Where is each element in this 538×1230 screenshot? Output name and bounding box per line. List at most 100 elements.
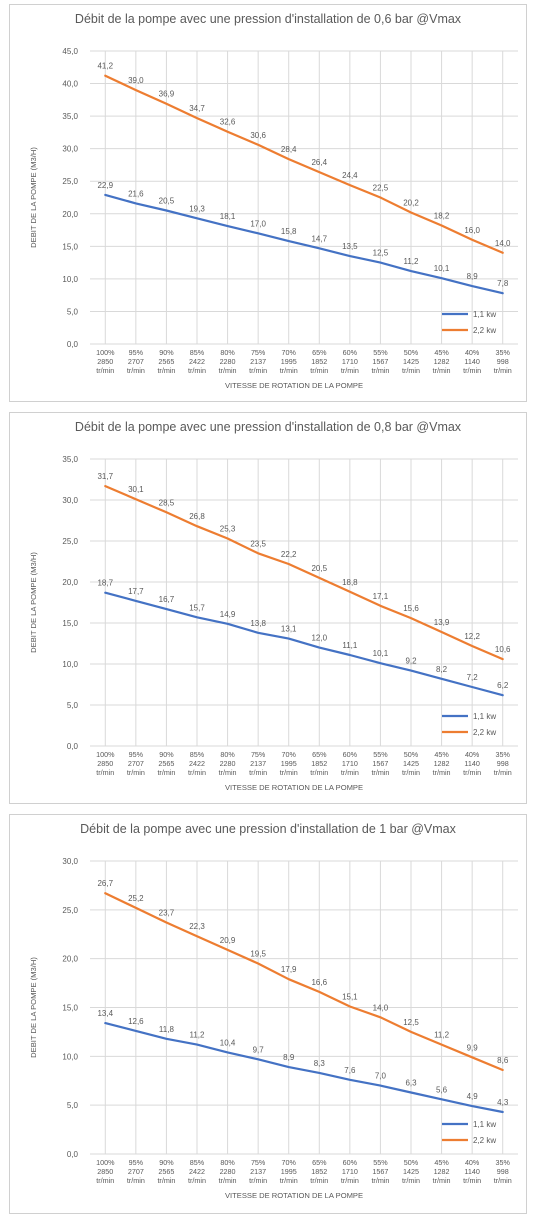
x-tick-label: 2565 [158, 1167, 174, 1176]
x-tick-label: 1282 [434, 357, 450, 366]
x-tick-label: tr/min [402, 768, 420, 777]
data-label: 30,6 [250, 131, 266, 140]
x-tick-label: 1425 [403, 1167, 419, 1176]
y-tick-label: 30,0 [62, 145, 78, 154]
x-tick-label: tr/min [433, 366, 451, 375]
legend-label-2: 2,2 kw [473, 326, 496, 335]
x-tick-label: tr/min [188, 1176, 206, 1185]
data-label: 30,1 [128, 485, 144, 494]
x-tick-label: tr/min [341, 1176, 359, 1185]
y-axis-title: DEBIT DE LA POMPE (M3/H) [29, 147, 38, 248]
x-tick-label: 90% [159, 750, 174, 759]
data-label: 22,3 [189, 922, 205, 931]
data-label: 10,4 [220, 1038, 236, 1047]
series-line-2 [104, 484, 504, 661]
x-tick-label: 70% [282, 750, 297, 759]
data-label: 20,2 [403, 198, 419, 207]
x-tick-label: tr/min [341, 366, 359, 375]
x-tick-label: 55% [373, 1158, 388, 1167]
x-tick-label: tr/min [280, 1176, 298, 1185]
x-tick-label: 80% [220, 348, 235, 357]
x-tick-label: 1710 [342, 1167, 358, 1176]
data-label: 7,2 [467, 673, 479, 682]
x-tick-label: 35% [496, 750, 511, 759]
y-axis-title: DEBIT DE LA POMPE (M3/H) [29, 552, 38, 653]
chart-1-bar: Débit de la pompe avec une pression d'in… [29, 822, 518, 1200]
x-tick-label: 60% [343, 750, 358, 759]
x-tick-label: 75% [251, 1158, 266, 1167]
data-label: 11,2 [190, 1031, 206, 1040]
x-tick-label: 1140 [464, 357, 479, 366]
x-tick-label: tr/min [96, 1176, 114, 1185]
x-tick-label: 55% [373, 348, 388, 357]
x-tick-label: 90% [159, 348, 174, 357]
data-label: 22,5 [373, 184, 389, 193]
x-tick-label: 85% [190, 348, 205, 357]
data-label: 26,7 [97, 879, 113, 888]
x-tick-label: tr/min [219, 1176, 237, 1185]
chart-panel-0-8-bar: Débit de la pompe avec une pression d'in… [9, 412, 527, 804]
x-tick-label: 45% [434, 750, 449, 759]
x-tick-label: tr/min [157, 1176, 175, 1185]
x-tick-label: 2137 [250, 1167, 266, 1176]
data-label: 15,8 [281, 227, 297, 236]
data-label: 23,5 [250, 539, 266, 548]
data-label: 23,7 [159, 909, 175, 918]
data-label: 16,7 [159, 595, 175, 604]
x-tick-label: 90% [159, 1158, 174, 1167]
data-label: 4,9 [467, 1092, 479, 1101]
x-tick-label: tr/min [371, 768, 389, 777]
x-tick-label: 45% [434, 1158, 449, 1167]
series-line-1 [104, 591, 504, 697]
x-tick-label: tr/min [433, 768, 451, 777]
y-tick-label: 5,0 [67, 1101, 79, 1110]
x-tick-label: 55% [373, 750, 388, 759]
y-tick-label: 5,0 [67, 701, 79, 710]
x-tick-label: 2422 [189, 357, 205, 366]
data-label: 7,6 [344, 1066, 356, 1075]
y-tick-label: 15,0 [62, 242, 78, 251]
x-tick-label: 85% [190, 750, 205, 759]
data-label: 20,5 [159, 197, 175, 206]
x-tick-label: 60% [343, 1158, 358, 1167]
y-tick-label: 30,0 [62, 496, 78, 505]
y-tick-label: 40,0 [62, 80, 78, 89]
x-tick-label: tr/min [157, 768, 175, 777]
data-label: 8,2 [436, 665, 448, 674]
x-tick-label: tr/min [188, 768, 206, 777]
x-tick-label: tr/min [249, 1176, 267, 1185]
y-tick-label: 0,0 [67, 340, 79, 349]
x-tick-label: 2707 [128, 759, 144, 768]
x-tick-label: 1995 [281, 759, 297, 768]
x-tick-label: tr/min [402, 366, 420, 375]
x-tick-label: tr/min [371, 366, 389, 375]
data-label: 24,4 [342, 171, 358, 180]
data-label: 7,0 [375, 1072, 387, 1081]
x-tick-label: tr/min [219, 366, 237, 375]
x-tick-label: 95% [129, 1158, 144, 1167]
data-label: 8,9 [283, 1053, 295, 1062]
data-label: 25,2 [128, 894, 144, 903]
x-tick-label: 60% [343, 348, 358, 357]
data-label: 20,9 [220, 936, 236, 945]
x-tick-label: 2137 [250, 357, 266, 366]
y-tick-label: 25,0 [62, 177, 78, 186]
data-label: 11,2 [404, 257, 420, 266]
data-label: 6,3 [405, 1078, 417, 1087]
x-tick-label: tr/min [371, 1176, 389, 1185]
y-tick-label: 20,0 [62, 210, 78, 219]
x-tick-label: tr/min [157, 366, 175, 375]
x-tick-label: 2707 [128, 1167, 144, 1176]
y-tick-label: 0,0 [67, 1150, 79, 1159]
data-label: 16,6 [311, 978, 327, 987]
x-tick-label: 35% [496, 348, 511, 357]
series-line-1 [104, 1022, 504, 1114]
x-tick-label: 1140 [464, 759, 479, 768]
x-tick-label: 100% [96, 750, 115, 759]
x-tick-label: 40% [465, 1158, 480, 1167]
x-tick-label: 1852 [311, 1167, 327, 1176]
data-label: 12,6 [128, 1017, 144, 1026]
x-tick-label: tr/min [341, 768, 359, 777]
x-tick-label: 95% [129, 348, 144, 357]
y-tick-label: 15,0 [62, 619, 78, 628]
